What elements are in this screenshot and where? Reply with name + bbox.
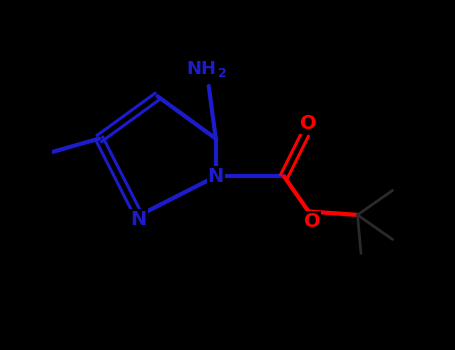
Text: O: O <box>300 114 317 133</box>
Text: O: O <box>303 212 320 231</box>
Text: 2: 2 <box>217 66 227 79</box>
Text: N: N <box>207 167 224 186</box>
Text: N: N <box>131 210 147 229</box>
Text: NH: NH <box>187 60 217 78</box>
